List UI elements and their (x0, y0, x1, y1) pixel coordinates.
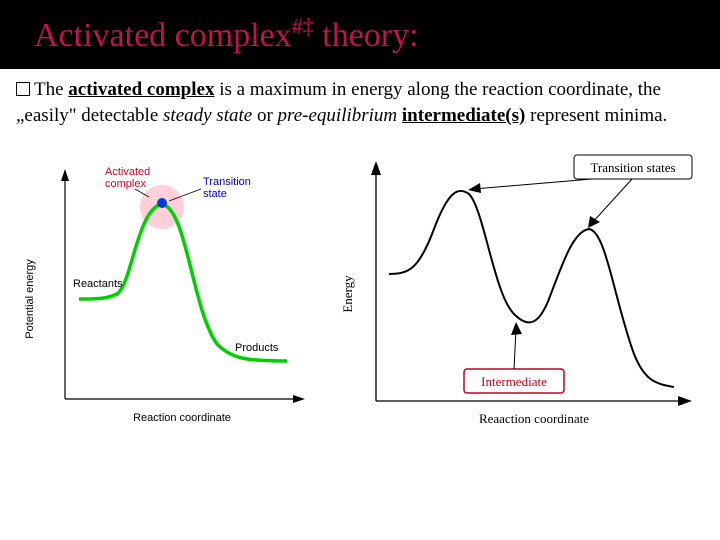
intermediate-label: Intermediate (481, 374, 547, 389)
annot-reactants: Reactants (73, 278, 123, 290)
transition-states-label: Transition states (590, 160, 675, 175)
intermediate-arrow (514, 329, 516, 369)
right-ylabel: Energy (340, 274, 355, 312)
intermediate-arrowhead-icon (511, 322, 522, 335)
transition-state-dot (157, 198, 167, 208)
body-paragraph: The activated complex is a maximum in en… (0, 69, 720, 132)
bullet-box-icon (16, 82, 30, 96)
term-pre-equilibrium: pre-equilibrium (278, 105, 398, 126)
term-activated-complex: activated complex (68, 79, 214, 100)
para-lead: The (34, 79, 68, 100)
left-ylabel: Potential energy (24, 258, 36, 338)
ts-arrow-1 (474, 179, 592, 189)
right-chart-svg: Energy Transition states Intermediate Re… (334, 139, 704, 439)
ts-arrow-2 (592, 179, 632, 223)
right-energy-diagram: Energy Transition states Intermediate Re… (334, 139, 704, 439)
annot-activated-2: complex (105, 178, 146, 190)
annot-transition-1: Transition (203, 176, 251, 188)
para-tail: represent minima. (525, 105, 667, 126)
title-main: Activated complex (34, 17, 292, 54)
right-xlabel: Reaaction coordinate (478, 411, 588, 426)
left-xlabel: Reaction coordinate (133, 412, 231, 424)
slide-title: Activated complex#‡ theory: (34, 17, 419, 54)
left-x-arrow-icon (293, 395, 305, 403)
annot-products: Products (235, 342, 279, 354)
left-chart-svg: Potential energy Activated complex Trans… (17, 139, 317, 439)
right-energy-curve (389, 190, 674, 386)
charts-row: Potential energy Activated complex Trans… (0, 133, 720, 439)
title-superscript: #‡ (292, 14, 314, 39)
term-steady-state: steady state (163, 105, 252, 126)
term-intermediates: intermediate(s) (402, 105, 525, 126)
ts-arrowhead-1-icon (468, 183, 481, 193)
para-mid2: or (252, 105, 277, 126)
ts-arrowhead-2-icon (588, 216, 600, 228)
right-x-arrow-icon (678, 396, 692, 406)
annot-activated-1: Activated (105, 166, 150, 178)
left-y-arrow-icon (61, 169, 69, 181)
title-tail: theory: (314, 17, 419, 54)
title-bar: Activated complex#‡ theory: (0, 0, 720, 69)
annot-transition-2: state (203, 188, 227, 200)
right-y-arrow-icon (371, 161, 381, 175)
left-energy-diagram: Potential energy Activated complex Trans… (17, 139, 317, 439)
